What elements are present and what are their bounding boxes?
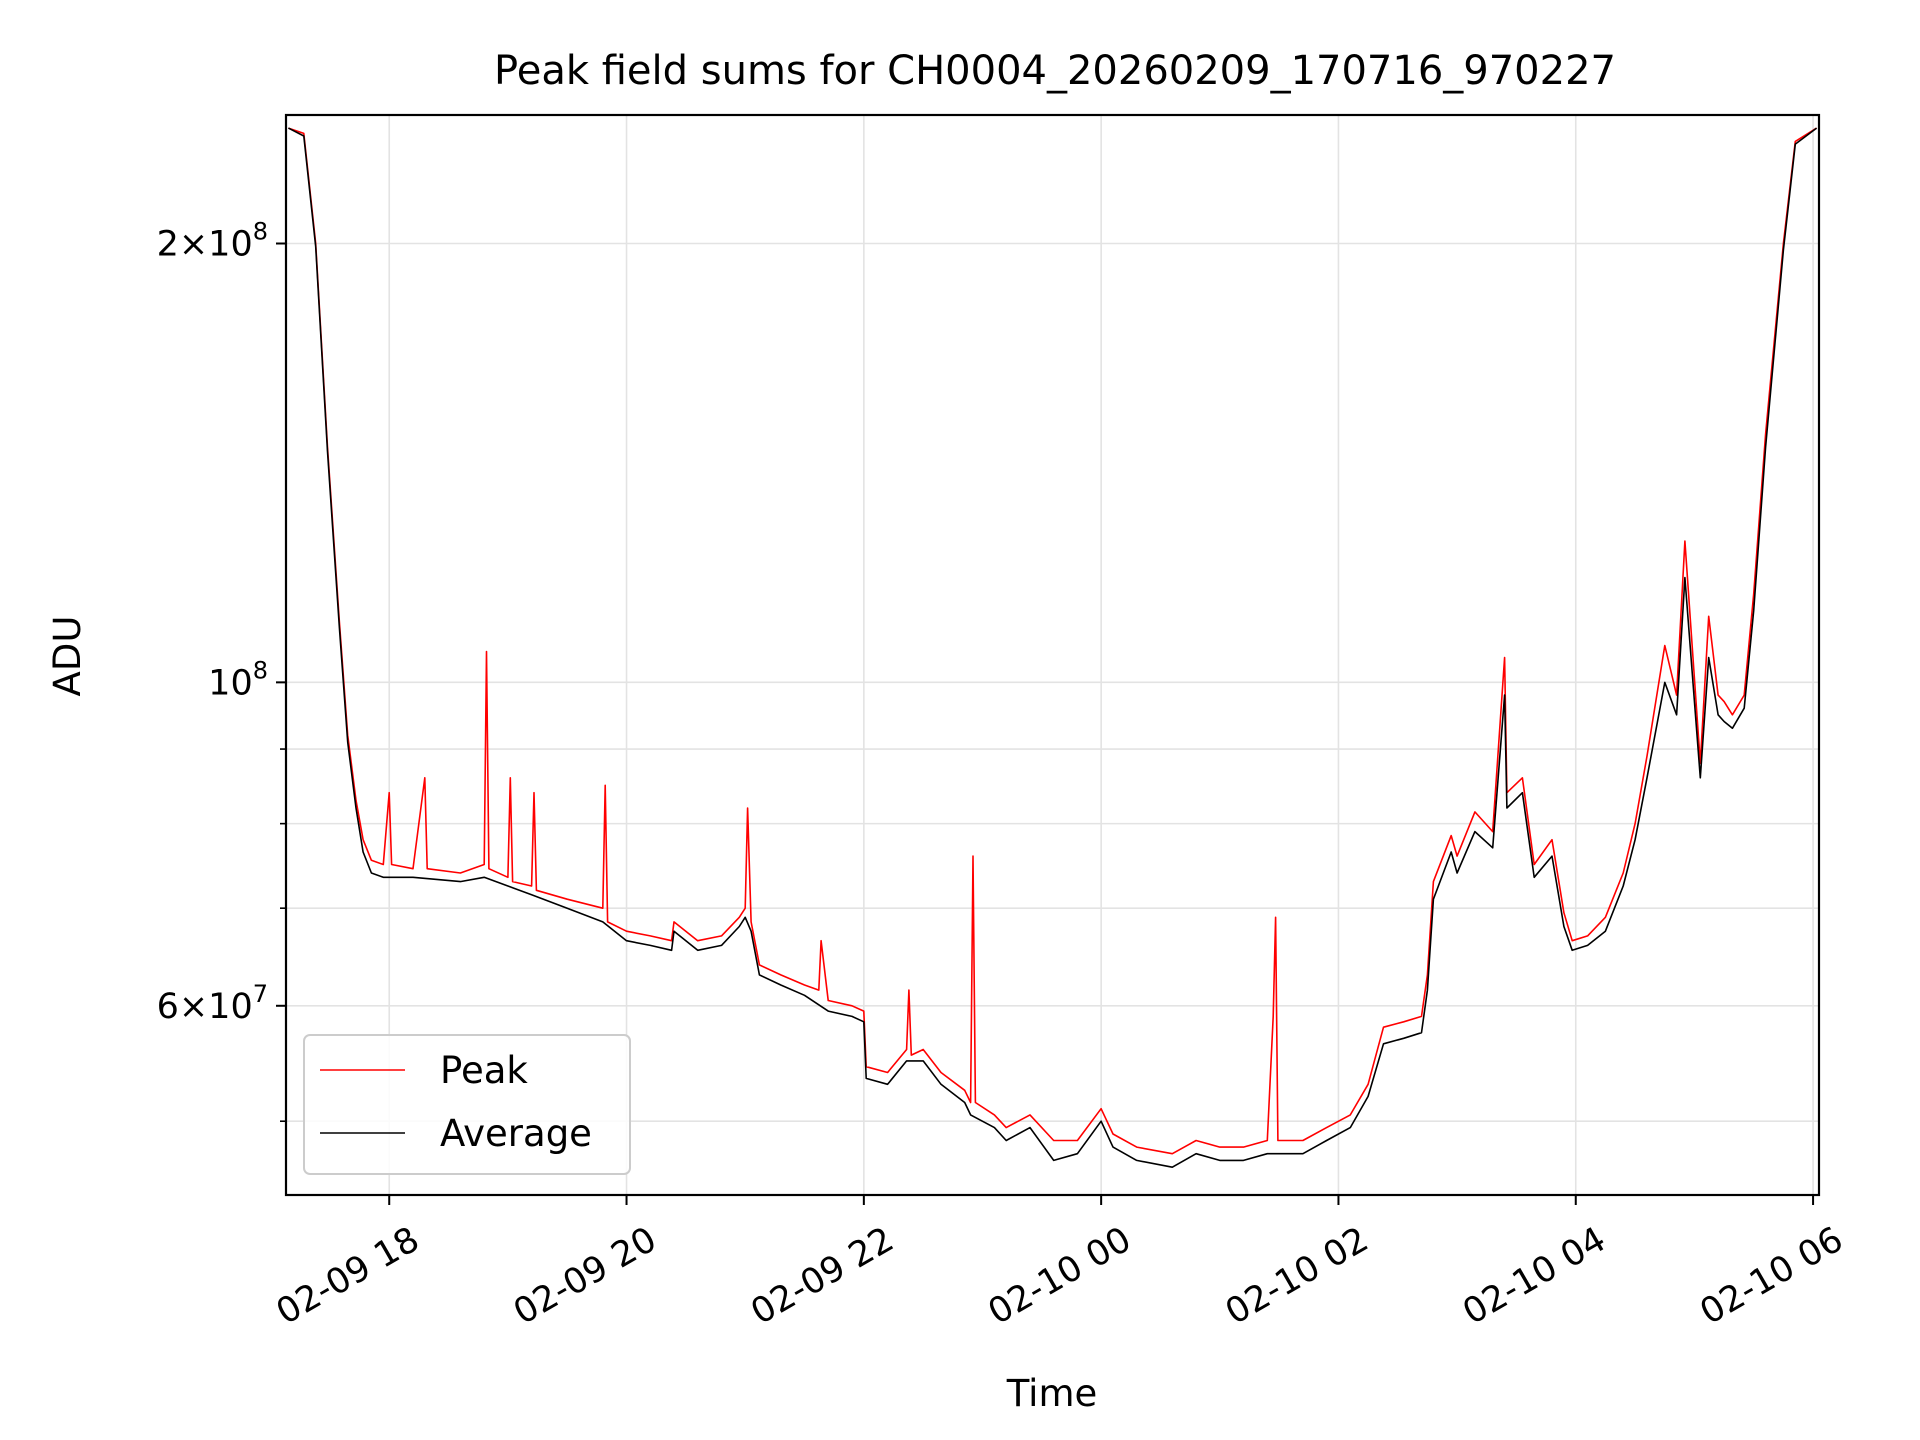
chart-title: Peak field sums for CH0004_20260209_1707…	[494, 48, 1616, 94]
y-axis-label: ADU	[46, 616, 89, 697]
legend: Peak Average	[303, 1034, 631, 1175]
y-axis: 2×108 108 6×107	[157, 217, 286, 1123]
axes-frame	[284, 113, 1821, 1197]
legend-average-label: Average	[440, 1112, 592, 1155]
x-axis-label: Time	[1006, 1372, 1098, 1415]
series-line-peak	[288, 127, 1818, 1155]
y-tick-label: 108	[208, 656, 268, 703]
y-tick-label: 2×108	[157, 217, 268, 264]
series-line-average	[288, 127, 1818, 1168]
legend-peak-label: Peak	[440, 1049, 528, 1092]
y-tick-label: 6×107	[157, 980, 268, 1027]
series-layer	[288, 127, 1818, 1168]
